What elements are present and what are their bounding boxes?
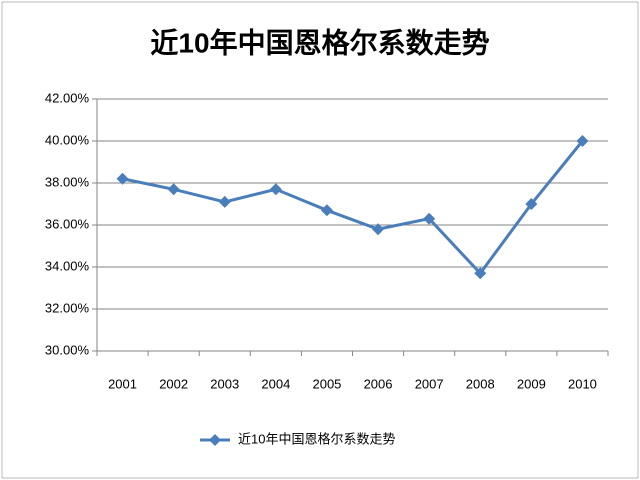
point (423, 212, 436, 225)
y-tick-label: 34.00% (45, 258, 90, 273)
point (525, 198, 538, 210)
y-tick-label: 38.00% (45, 174, 90, 189)
x-tick-label: 2010 (568, 376, 597, 391)
series-line (122, 140, 584, 276)
y-tick-label: 40.00% (45, 132, 90, 147)
x-tick-label: 2005 (312, 376, 341, 391)
x-tick-label: 2001 (108, 376, 137, 391)
chart-title: 近10年中国恩格尔系数走势 (150, 26, 489, 58)
point (218, 195, 231, 208)
x-tick-label: 2003 (210, 376, 239, 391)
point (576, 135, 589, 147)
legend-marker (209, 434, 221, 446)
x-tick-label: 2004 (261, 376, 290, 391)
point (372, 223, 385, 236)
x-tick-label: 2002 (159, 376, 188, 391)
y-tick-label: 32.00% (45, 300, 90, 315)
legend-label: 近10年中国恩格尔系数走势 (238, 431, 395, 446)
y-tick-label: 42.00% (45, 90, 90, 105)
x-tick-label: 2006 (364, 376, 393, 391)
x-tick-label: 2007 (415, 376, 444, 391)
point (474, 267, 487, 280)
y-tick-label: 30.00% (45, 342, 90, 357)
point (116, 172, 129, 185)
point (167, 183, 180, 196)
point (269, 183, 282, 196)
x-tick-label: 2009 (517, 376, 546, 391)
point (320, 204, 333, 217)
y-tick-label: 36.00% (45, 216, 90, 231)
x-tick-label: 2008 (466, 376, 495, 391)
